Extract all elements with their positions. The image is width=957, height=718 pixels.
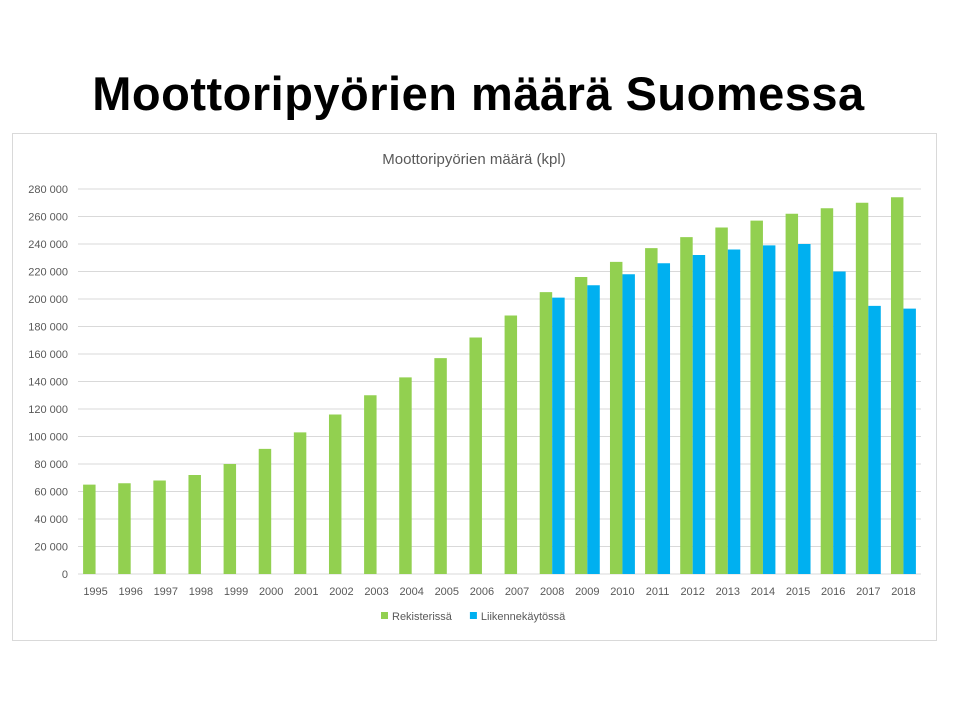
bar-rekisterissa [118,483,131,574]
bar-rekisterissa [785,213,799,574]
bar-liikennekaytossa [762,245,776,574]
y-tick-label: 120 000 [28,404,68,416]
bar-liikennekaytossa [833,271,846,574]
x-tick-label: 2001 [294,586,318,598]
x-tick-label: 2015 [786,586,810,598]
bar-rekisterissa [750,220,763,574]
bar-rekisterissa [258,448,272,574]
x-tick-label: 2003 [364,586,388,598]
x-tick-label: 2016 [821,586,845,598]
x-tick-label: 1995 [83,586,107,598]
legend-label: Liikennekäytössä [481,611,566,623]
x-tick-label: 2012 [680,586,704,598]
x-tick-label: 2018 [891,586,915,598]
bar-rekisterissa [153,480,166,574]
x-tick-label: 1998 [189,586,213,598]
x-tick-label: 2017 [856,586,880,598]
x-tick-label: 2013 [716,586,740,598]
bar-rekisterissa [539,292,553,574]
legend: Rekisterissä Liikennekäytössä [381,611,566,623]
bar-liikennekaytossa [903,308,916,574]
bar-liikennekaytossa [622,274,635,574]
x-tick-label: 2010 [610,586,634,598]
x-tick-label: 2004 [399,586,423,598]
y-tick-label: 20 000 [34,542,68,554]
bar-liikennekaytossa [798,244,811,574]
bar-rekisterissa [855,202,869,574]
legend-swatch [469,612,477,619]
x-tick-label: 2014 [751,586,775,598]
bar-rekisterissa [609,261,623,574]
x-tick-label: 2006 [470,586,494,598]
bar-liikennekaytossa [552,297,565,574]
bar-rekisterissa [820,208,834,574]
legend-swatch [381,612,388,619]
x-tick-label: 2009 [575,586,599,598]
y-tick-label: 200 000 [28,294,68,306]
bar-rekisterissa [504,315,518,574]
bar-rekisterissa [328,414,342,574]
y-tick-label: 180 000 [28,322,68,334]
x-tick-label: 1999 [224,586,248,598]
y-tick-label: 140 000 [28,377,68,389]
bars [83,197,916,574]
gridlines [78,188,921,575]
axis-labels: 0 20 000 40 000 60 000 80 000 100 000 120 000 1… [28,184,915,598]
legend-label: Rekisterissä [392,611,453,623]
bar-rekisterissa [188,475,201,574]
y-tick-label: 280 000 [28,184,68,196]
bar-rekisterissa [83,484,96,574]
y-tick-label: 260 000 [28,212,68,224]
bar-rekisterissa [293,432,307,574]
chart-frame: Moottoripyörien määrä (kpl) 0 20 000 40 00… [12,133,937,641]
x-tick-label: 2007 [505,586,529,598]
x-tick-label: 2002 [329,586,353,598]
bar-liikennekaytossa [868,305,881,574]
bar-rekisterissa [645,248,658,574]
y-tick-label: 40 000 [34,514,68,526]
bar-liikennekaytossa [727,249,741,574]
x-tick-label: 2000 [259,586,283,598]
y-tick-label: 60 000 [34,487,68,499]
y-tick-label: 100 000 [28,432,68,444]
bar-rekisterissa [890,197,904,574]
bar-liikennekaytossa [692,255,706,574]
bar-liikennekaytossa [587,285,600,574]
bar-rekisterissa [680,237,693,574]
bar-rekisterissa [399,377,412,574]
bar-chart: Moottoripyörien määrä (kpl) 0 20 000 40 00… [28,151,921,623]
bar-rekisterissa [715,227,728,574]
x-tick-label: 2008 [540,586,564,598]
y-tick-label: 160 000 [28,349,68,361]
y-tick-label: 220 000 [28,267,68,279]
slide-title: Moottoripyörien määrä Suomessa [92,67,865,120]
y-tick-label: 0 [62,569,68,581]
x-tick-label: 2011 [646,586,670,598]
x-tick-label: 1997 [154,586,178,598]
bar-rekisterissa [223,464,237,574]
bar-rekisterissa [574,277,588,574]
bar-rekisterissa [469,337,482,574]
bar-liikennekaytossa [657,263,671,574]
y-tick-label: 240 000 [28,239,68,251]
y-tick-label: 80 000 [34,459,68,471]
chart-title: Moottoripyörien määrä (kpl) [382,151,565,168]
x-tick-label: 2005 [435,586,459,598]
bar-rekisterissa [364,395,377,574]
x-tick-label: 1996 [118,586,142,598]
bar-rekisterissa [434,358,447,574]
